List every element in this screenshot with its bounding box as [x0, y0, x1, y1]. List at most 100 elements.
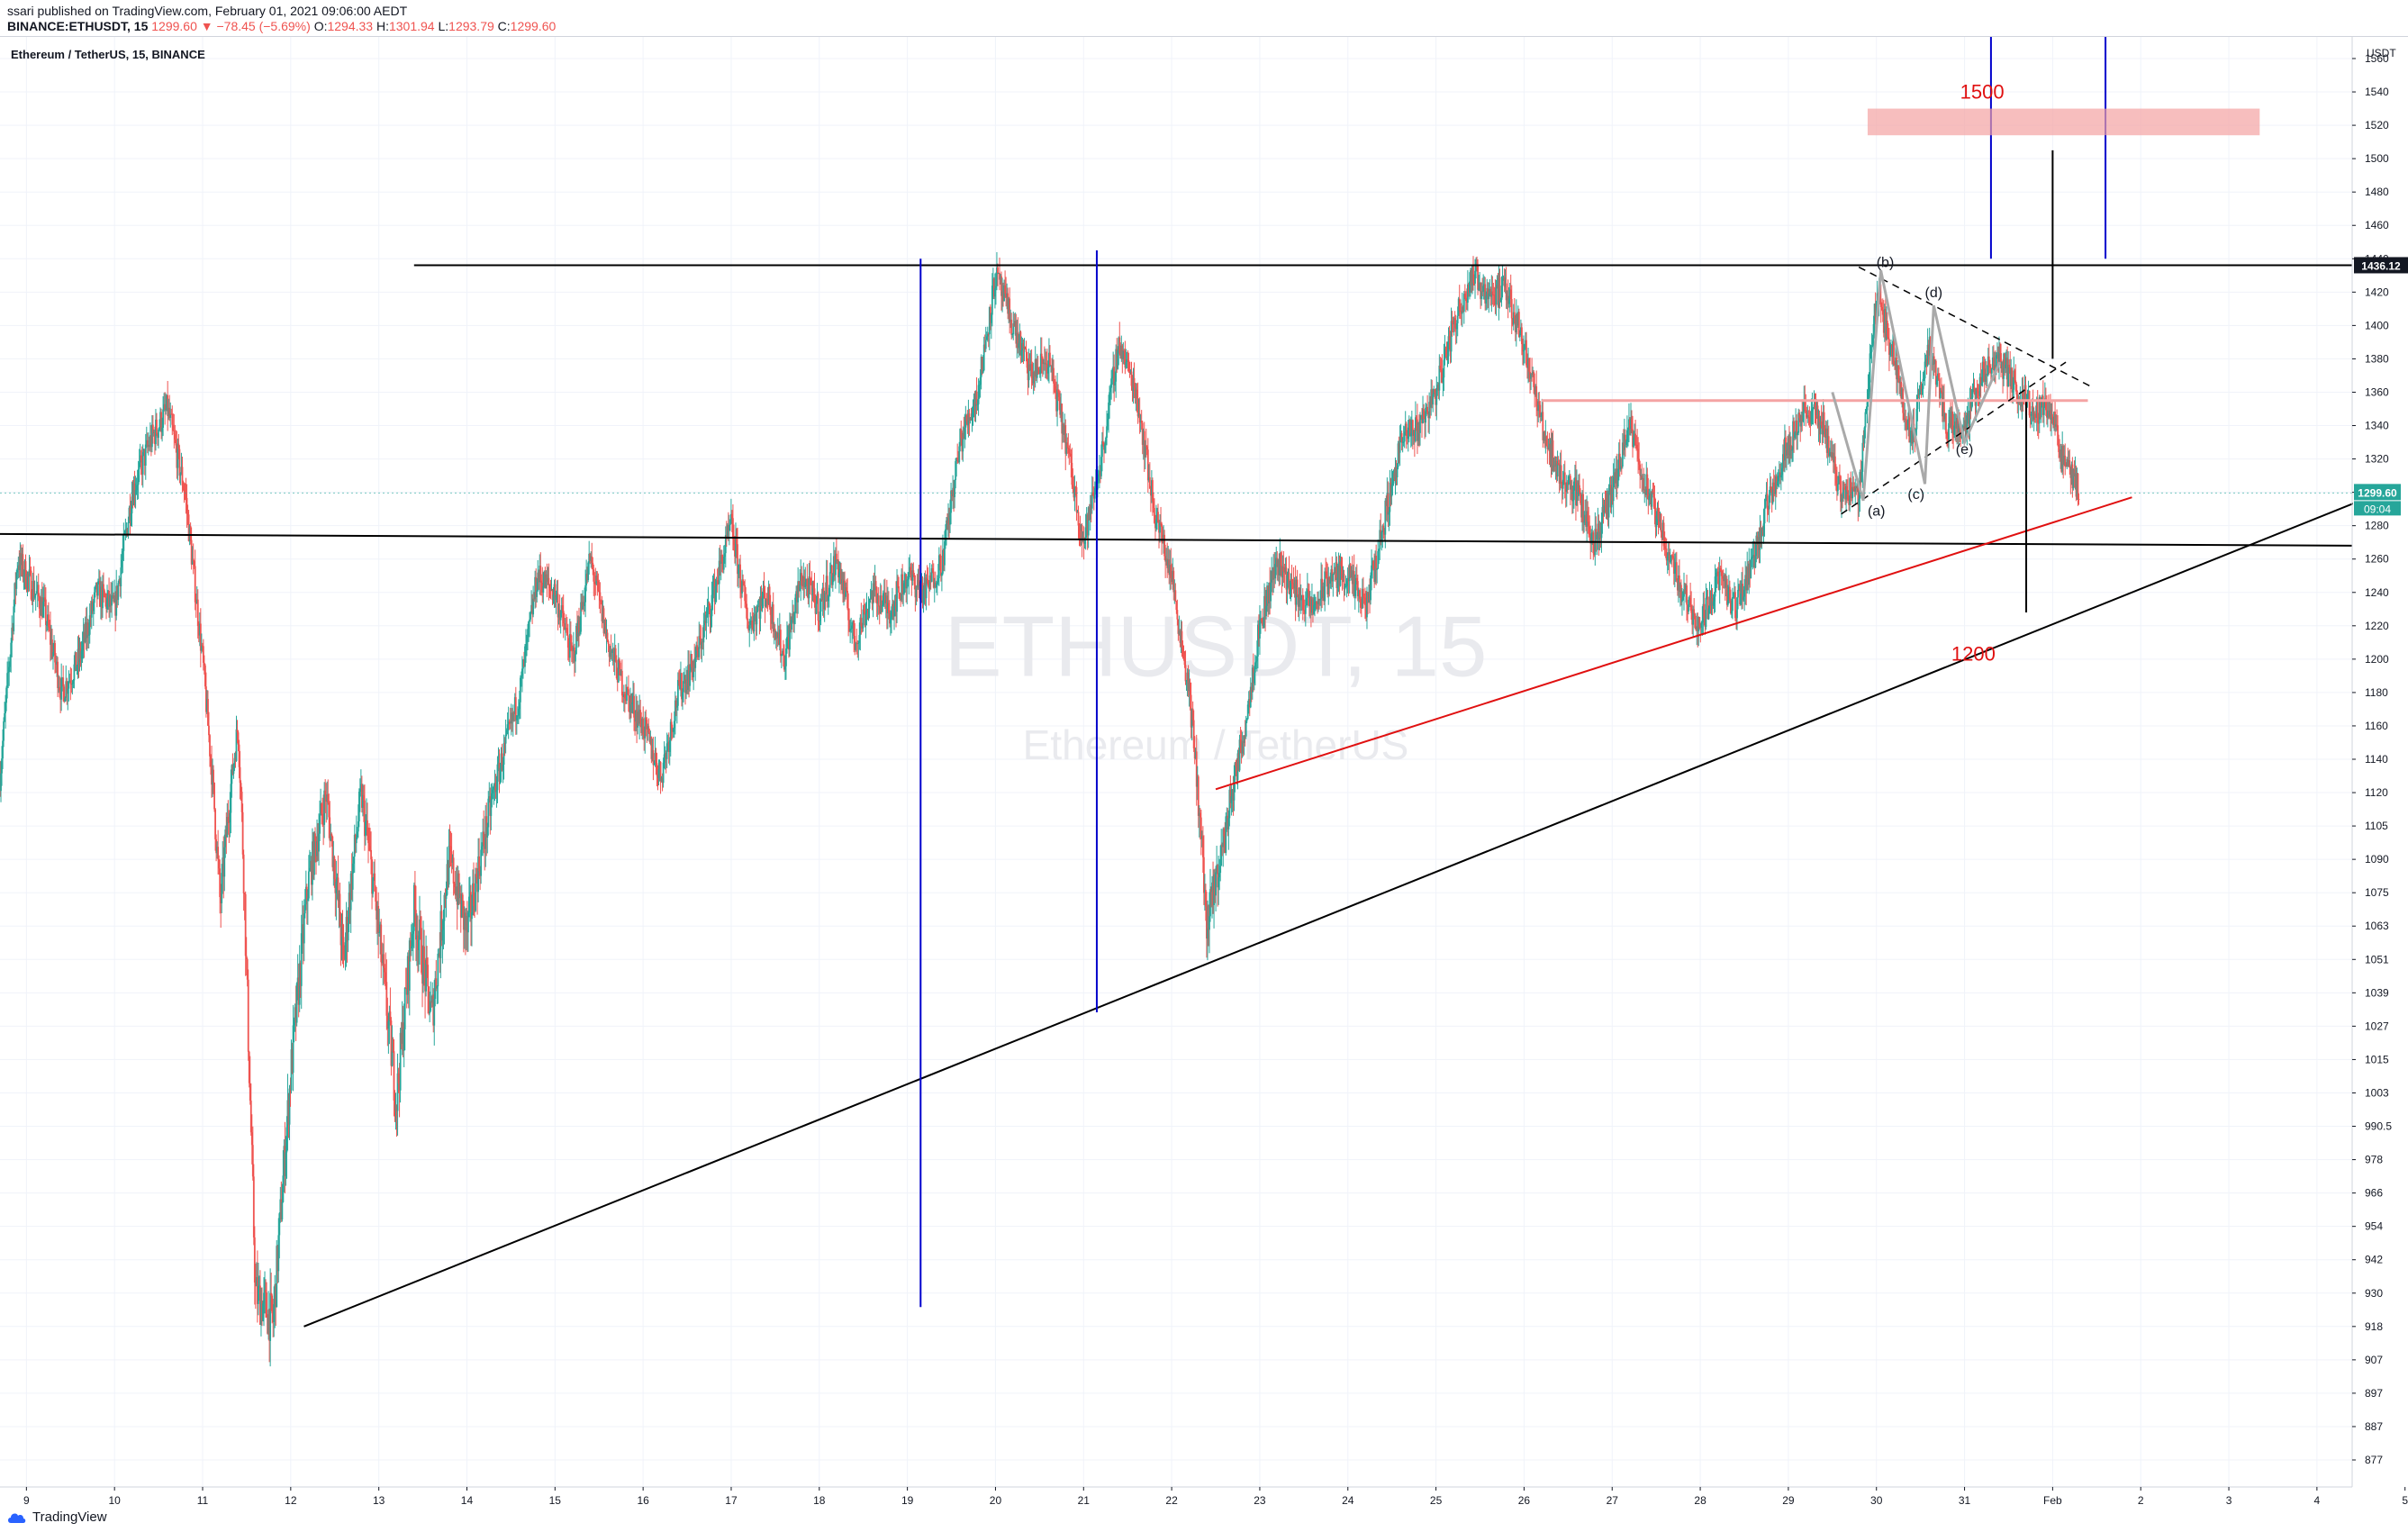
candle-body — [813, 588, 816, 603]
candle-body — [65, 681, 68, 698]
candle-body — [1423, 409, 1425, 420]
candle-body — [318, 833, 320, 852]
candle-body — [790, 624, 792, 630]
candle-body — [1825, 428, 1828, 453]
candle-body — [1882, 314, 1885, 333]
candle-body — [1034, 358, 1037, 377]
candle-body — [209, 735, 211, 757]
candle-body — [1110, 378, 1113, 388]
candle-body — [947, 518, 949, 523]
candle-body — [68, 680, 71, 682]
candle-body — [513, 697, 516, 714]
time-tick-label: 20 — [990, 1494, 1002, 1507]
candle-body — [1032, 371, 1035, 384]
candle-body — [1271, 571, 1273, 583]
candle-body — [399, 1032, 402, 1091]
candle-body — [2012, 389, 2014, 393]
candle-body — [371, 859, 373, 894]
candle-body — [1452, 323, 1454, 325]
candle-body — [1006, 293, 1009, 298]
candle-body — [638, 710, 641, 724]
candle-body — [106, 598, 108, 609]
candle-body — [1263, 595, 1265, 626]
candle-body — [1739, 585, 1741, 605]
candle-body — [1018, 343, 1020, 349]
candle-body — [1519, 327, 1522, 334]
candle-body — [1576, 483, 1578, 506]
candle-body — [1108, 402, 1109, 420]
candle-body — [336, 877, 339, 883]
candle-body — [1222, 829, 1225, 848]
publisher-info: ssari published on TradingView.com, Febr… — [7, 4, 408, 18]
candle-body — [2018, 401, 2021, 403]
candle-body — [611, 650, 613, 654]
candle-body — [1906, 429, 1909, 431]
candle-body — [407, 956, 410, 991]
candle-body — [93, 592, 95, 603]
candle-body — [551, 590, 554, 601]
candle-body — [1815, 408, 1817, 415]
candle-body — [455, 886, 457, 896]
candle-body — [1796, 420, 1798, 436]
candle-body — [1853, 488, 1856, 492]
candle-body — [1290, 579, 1293, 584]
candle-body — [1556, 463, 1559, 477]
candle-body — [1978, 393, 1980, 396]
candle-body — [987, 333, 990, 335]
candle-body — [1381, 525, 1384, 532]
candle-body — [1574, 477, 1576, 482]
candle-body — [999, 272, 1000, 280]
candle-body — [783, 654, 785, 670]
candle-body — [1897, 365, 1899, 379]
candle-body — [173, 430, 176, 435]
candle-body — [855, 642, 857, 650]
candle-body — [1624, 434, 1626, 445]
candle-body — [258, 1285, 260, 1287]
candle-body — [293, 1019, 295, 1026]
candle-body — [883, 592, 886, 603]
candle-body — [620, 670, 623, 696]
candle-body — [1381, 531, 1383, 541]
candle-body — [1237, 753, 1240, 771]
candle-body — [212, 769, 213, 785]
candle-body — [452, 857, 455, 884]
candle-body — [458, 893, 461, 899]
candle-body — [1231, 789, 1234, 797]
candle-body — [1228, 789, 1231, 819]
candle-body — [84, 622, 86, 642]
candle-body — [1408, 420, 1410, 428]
price-tick-label: 897 — [2365, 1387, 2383, 1400]
candle-body — [394, 1104, 397, 1111]
candle-body — [1918, 388, 1921, 396]
candle-body — [200, 645, 203, 651]
candle-body — [540, 580, 543, 584]
candle-body — [391, 1050, 394, 1066]
candle-body — [955, 458, 958, 462]
candle-body — [948, 518, 950, 525]
candle-body — [227, 816, 230, 822]
candle-body — [914, 585, 917, 598]
candle-body — [1058, 392, 1061, 397]
candle-body — [812, 582, 815, 589]
candle-body — [601, 601, 603, 621]
chart-area[interactable]: ETHUSDT, 15 Ethereum / TetherUS Ethereum /… — [0, 24, 2408, 1518]
tradingview-logo[interactable]: TradingView — [7, 1509, 107, 1525]
candle-body — [1421, 414, 1423, 423]
candle-body — [992, 278, 995, 297]
candle-body — [1833, 456, 1835, 463]
candle-body — [1437, 385, 1440, 391]
candle-body — [103, 584, 104, 591]
candle-body — [1606, 493, 1608, 515]
candle-body — [965, 415, 968, 422]
candle-body — [32, 580, 34, 602]
candle-body — [144, 444, 147, 466]
candle-body — [1332, 574, 1335, 582]
candle-body — [1585, 514, 1588, 527]
candle-body — [226, 816, 229, 838]
candle-body — [1219, 866, 1222, 874]
candle-body — [110, 595, 113, 606]
candle-body — [2016, 394, 2019, 403]
candle-body — [1017, 332, 1019, 349]
watermark-symbol: ETHUSDT, 15 — [945, 598, 1488, 694]
